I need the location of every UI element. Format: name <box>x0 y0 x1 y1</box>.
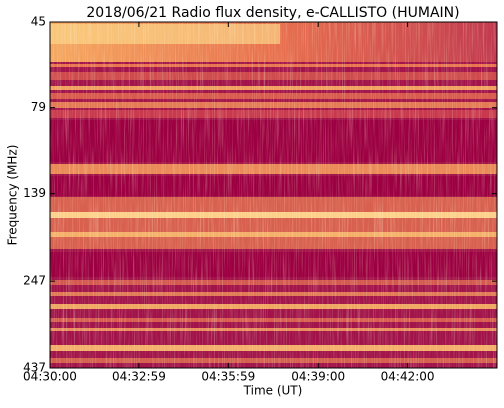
y-tick-label: 139 <box>23 186 46 200</box>
chart-title: 2018/06/21 Radio flux density, e-CALLIST… <box>86 5 459 21</box>
x-tick-label: 04:35:59 <box>201 370 255 384</box>
x-tick-label: 04:42:00 <box>381 370 435 384</box>
x-tick-label: 04:30:00 <box>23 370 77 384</box>
x-tick-label: 04:39:00 <box>291 370 345 384</box>
y-tick-label: 79 <box>31 100 46 114</box>
y-tick-label: 45 <box>31 15 46 29</box>
x-tick-label: 04:32:59 <box>112 370 166 384</box>
y-axis-label: Frequency (MHz) <box>6 145 20 246</box>
y-tick-label: 437 <box>23 361 46 375</box>
y-tick-label: 247 <box>23 274 46 288</box>
spectrogram-image <box>50 22 497 368</box>
x-axis-label: Time (UT) <box>243 384 303 398</box>
plot-frame <box>49 21 498 369</box>
